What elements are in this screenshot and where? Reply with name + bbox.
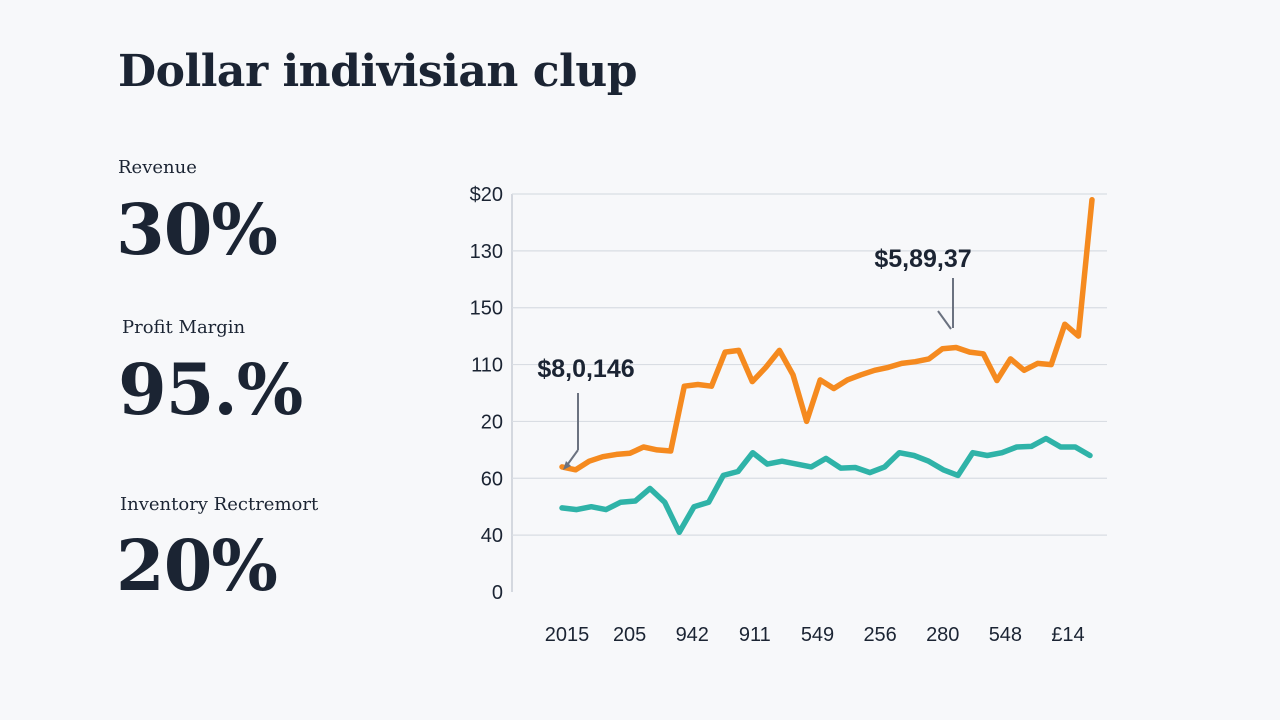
series-line-orange xyxy=(559,196,1095,473)
x-tick-label: 2015 xyxy=(545,624,590,646)
y-tick-label: $20 xyxy=(470,184,503,206)
metric-label-revenue: Revenue xyxy=(118,157,197,178)
annotation-label: $8,0,146 xyxy=(537,355,634,383)
x-tick-label: 280 xyxy=(926,624,959,646)
x-tick-label: 256 xyxy=(863,624,896,646)
x-tick-label: 942 xyxy=(676,624,709,646)
annotation-label: $5,89,37 xyxy=(874,245,971,273)
y-tick-label: 0 xyxy=(492,582,503,604)
y-tick-label: 20 xyxy=(481,411,503,433)
x-axis-ticks: 2015 205 942 911 549 256 280 548 £14 xyxy=(545,624,1085,646)
y-tick-label: 150 xyxy=(470,298,503,320)
metric-value-revenue: 30% xyxy=(116,188,278,271)
metric-value-profit-margin: 95.% xyxy=(118,348,303,431)
annotation-pointer xyxy=(937,310,952,330)
annotation-arrowhead xyxy=(563,461,571,470)
y-tick-label: 110 xyxy=(471,355,503,377)
metric-label-profit-margin: Profit Margin xyxy=(122,317,246,338)
y-tick-label: 130 xyxy=(470,241,503,263)
y-tick-label: 40 xyxy=(481,525,503,547)
page-title: Dollar indivisian clup xyxy=(118,46,637,97)
metric-label-inventory: Inventory Rectremort xyxy=(120,494,319,515)
y-axis-ticks: $20 130 150 110 20 60 40 0 xyxy=(470,184,503,604)
chart-series xyxy=(559,196,1095,536)
chart-grid xyxy=(511,193,1107,592)
series-line-teal xyxy=(559,435,1093,536)
x-tick-label: 911 xyxy=(739,624,771,646)
x-tick-label: £14 xyxy=(1051,624,1084,646)
y-tick-label: 60 xyxy=(481,468,503,490)
x-tick-label: 548 xyxy=(989,624,1022,646)
x-tick-label: 205 xyxy=(613,624,646,646)
chart-annotations: $8,0,146 $5,89,37 xyxy=(537,245,972,470)
metric-value-inventory: 20% xyxy=(116,524,278,607)
x-tick-label: 549 xyxy=(801,624,834,646)
